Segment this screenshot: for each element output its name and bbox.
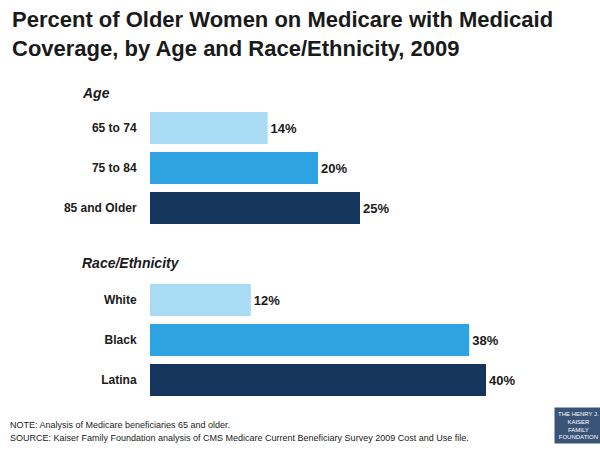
svg-text:65 to 74: 65 to 74 [92, 121, 137, 135]
svg-text:85 and Older: 85 and Older [64, 201, 137, 215]
svg-text:THE HENRY J.KAISERFAMILYFOUNDA: THE HENRY J.KAISERFAMILYFOUNDATION [558, 411, 599, 440]
svg-text:Age: Age [82, 85, 110, 101]
svg-text:75 to 84: 75 to 84 [92, 161, 137, 175]
svg-text:12%: 12% [254, 293, 280, 308]
svg-text:Latina: Latina [101, 373, 137, 387]
svg-text:Race/Ethnicity: Race/Ethnicity [82, 255, 180, 271]
svg-text:Black: Black [105, 333, 137, 347]
svg-text:20%: 20% [321, 161, 347, 176]
svg-text:38%: 38% [472, 333, 498, 348]
svg-text:40%: 40% [489, 373, 515, 388]
svg-text:25%: 25% [363, 201, 389, 216]
svg-text:SOURCE: Kaiser Family Foundati: SOURCE: Kaiser Family Foundation analysi… [10, 433, 469, 443]
svg-text:NOTE: Analysis of Medicare ben: NOTE: Analysis of Medicare beneficiaries… [10, 420, 230, 430]
svg-text:14%: 14% [271, 121, 297, 136]
svg-text:White: White [104, 293, 137, 307]
svg-text:Percent of Older Women on Medi: Percent of Older Women on Medicare with … [12, 7, 553, 61]
